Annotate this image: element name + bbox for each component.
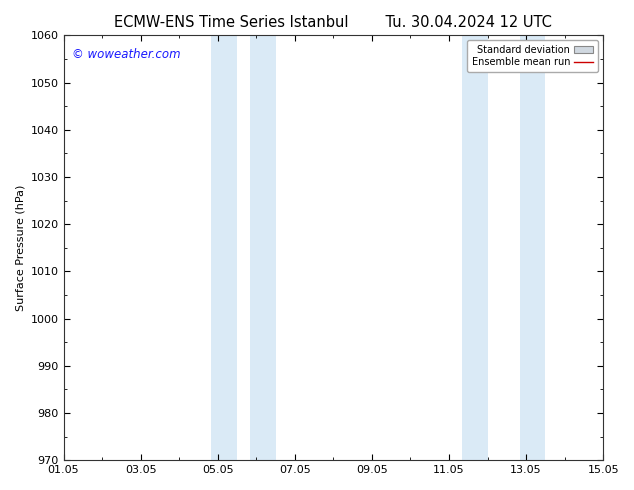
Bar: [462, 35, 488, 460]
Legend: Standard deviation, Ensemble mean run: Standard deviation, Ensemble mean run: [467, 40, 598, 72]
Bar: [211, 35, 237, 460]
Text: © woweather.com: © woweather.com: [72, 48, 180, 61]
Title: ECMW-ENS Time Series Istanbul        Tu. 30.04.2024 12 UTC: ECMW-ENS Time Series Istanbul Tu. 30.04.…: [114, 15, 552, 30]
Y-axis label: Surface Pressure (hPa): Surface Pressure (hPa): [15, 185, 25, 311]
Bar: [250, 35, 276, 460]
Bar: [520, 35, 545, 460]
